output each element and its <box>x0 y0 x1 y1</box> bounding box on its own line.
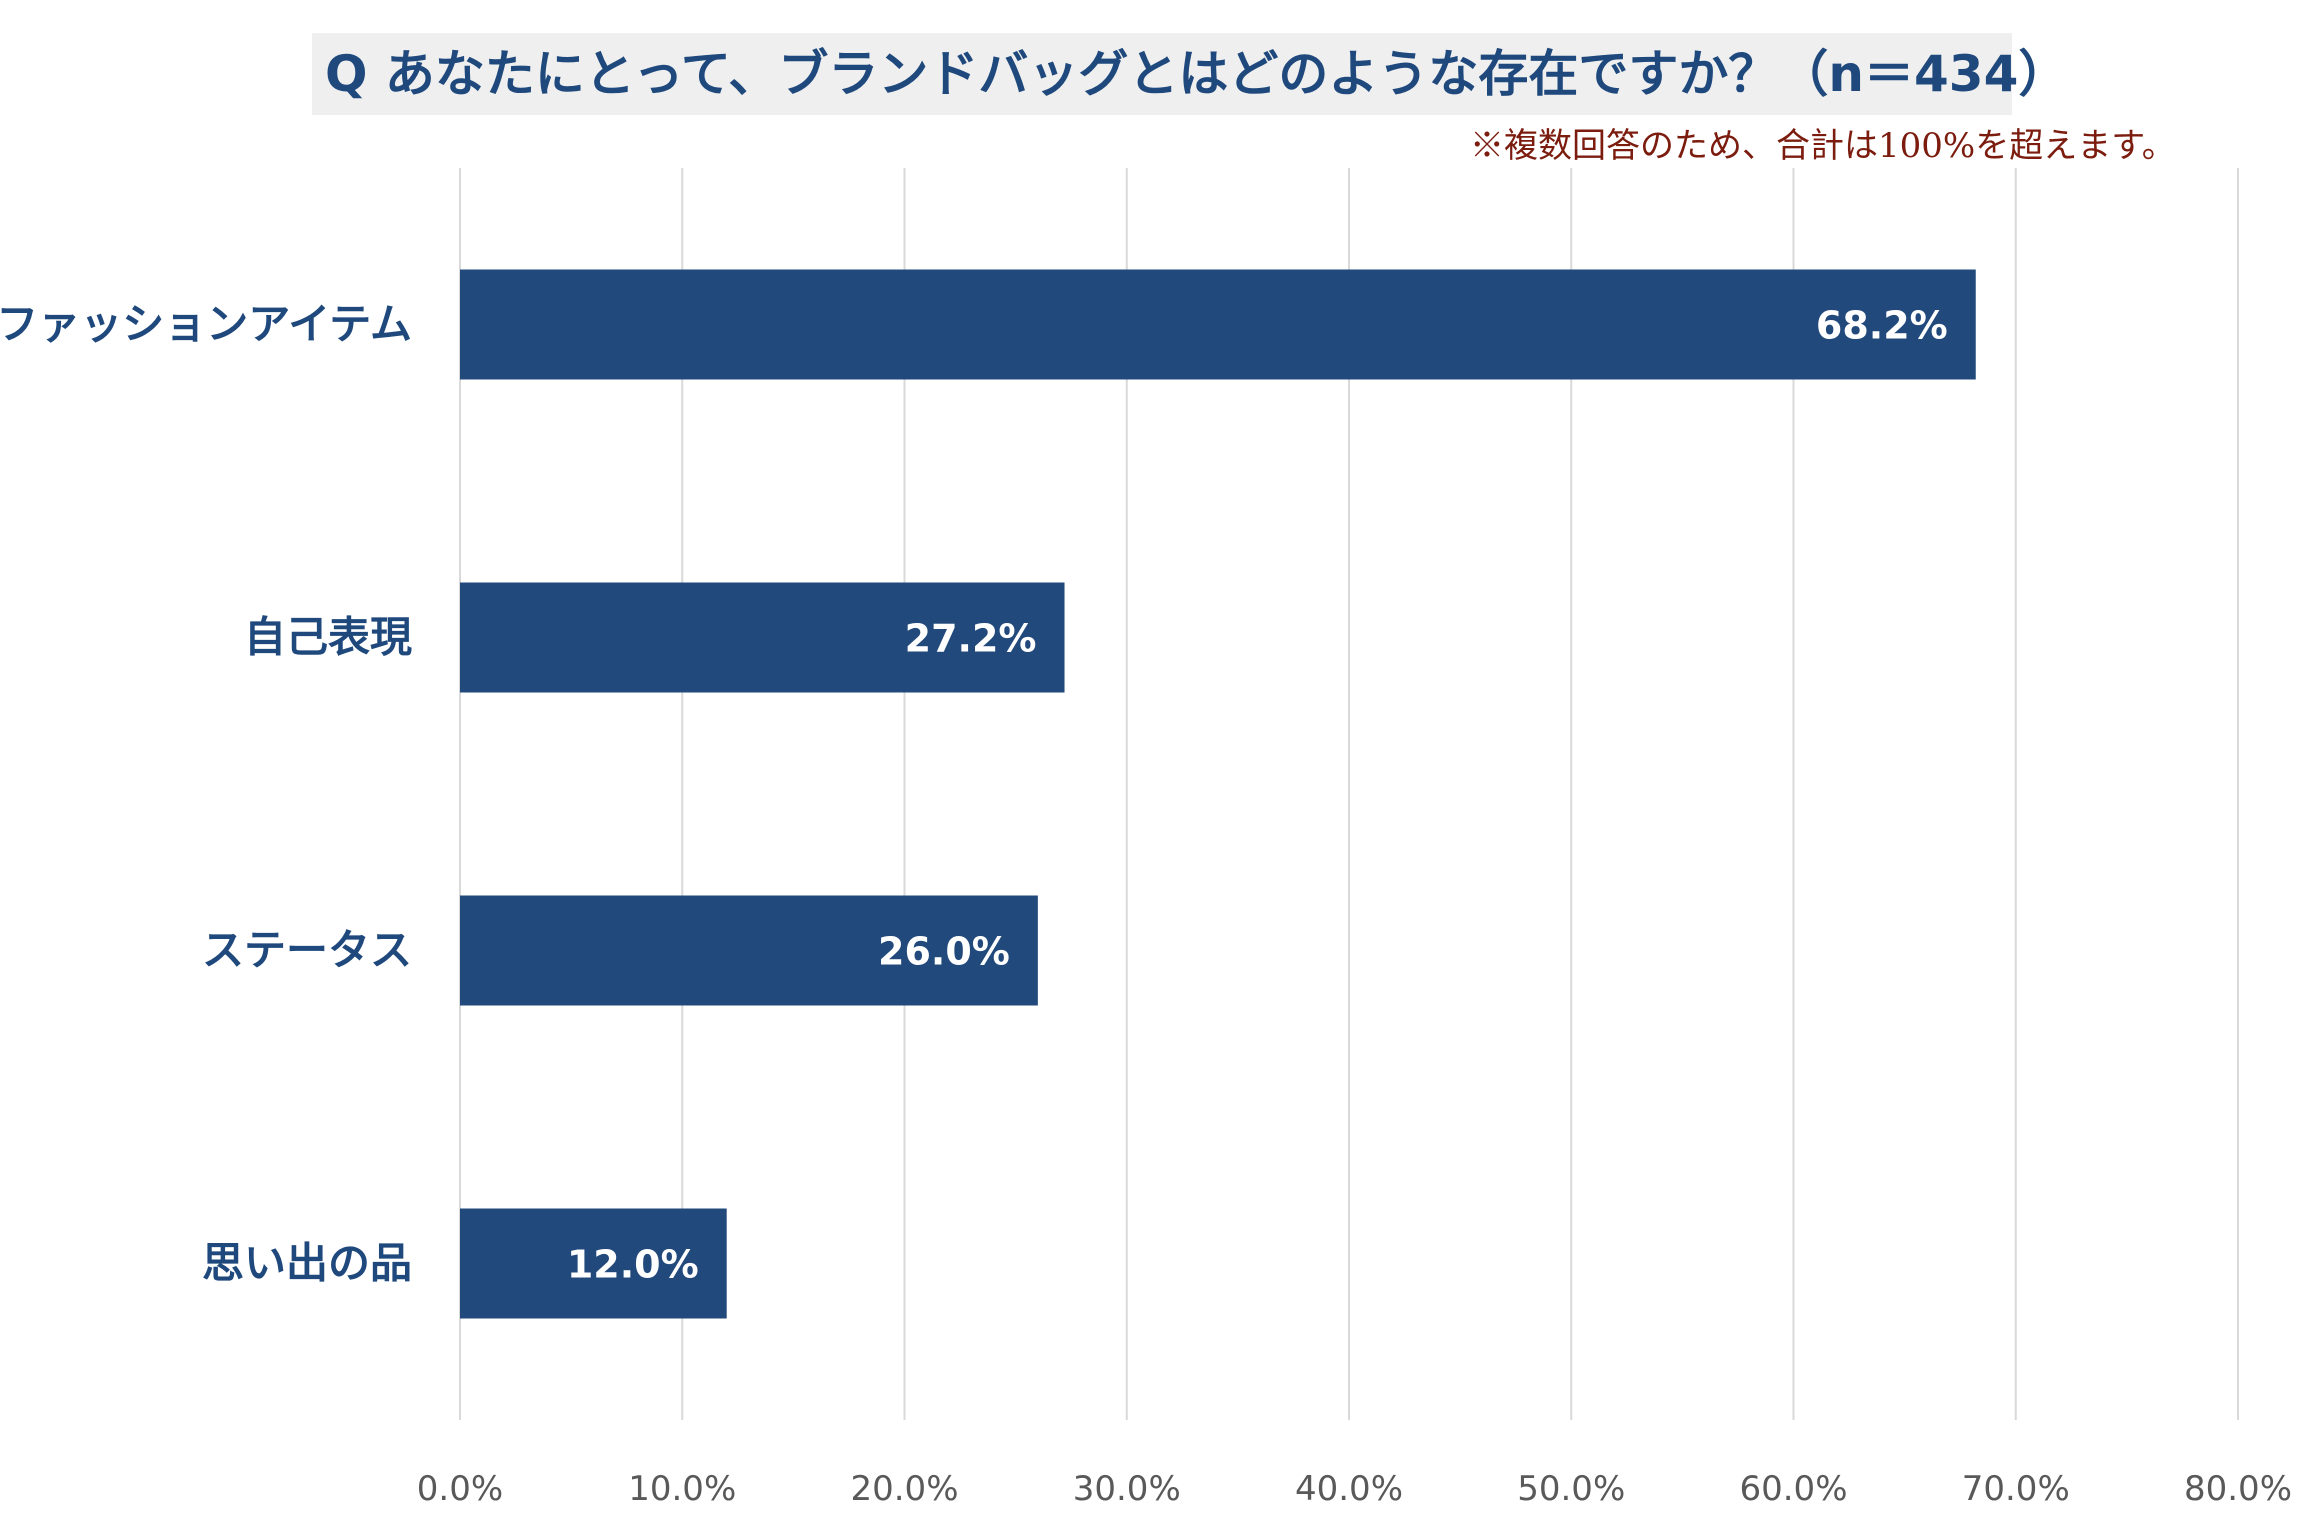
chart-note: ※複数回答のため、合計は100%を超えます。 <box>1470 126 2176 166</box>
data-label: 27.2% <box>905 617 1037 661</box>
chart-title: Q あなたにとって、ブランドバッグとはどのような存在ですか？（n＝434） <box>325 45 2069 103</box>
bar <box>460 269 1976 380</box>
bar <box>460 582 1065 693</box>
x-tick-label: 30.0% <box>1073 1469 1181 1509</box>
x-tick-label: 70.0% <box>1962 1469 2070 1509</box>
x-tick-label: 80.0% <box>2184 1469 2292 1509</box>
x-tick-label: 50.0% <box>1517 1469 1625 1509</box>
x-tick-label: 40.0% <box>1295 1469 1403 1509</box>
bar <box>460 1208 727 1319</box>
category-label: ファッションアイテム <box>0 300 412 349</box>
x-tick-label: 60.0% <box>1739 1469 1847 1509</box>
data-label: 26.0% <box>878 930 1010 974</box>
data-label: 12.0% <box>567 1243 699 1287</box>
bar <box>460 895 1038 1006</box>
x-tick-label: 0.0% <box>417 1469 503 1509</box>
category-label: ステータス <box>202 926 412 975</box>
category-label: 思い出の品 <box>202 1239 412 1288</box>
x-tick-label: 20.0% <box>850 1469 958 1509</box>
chart-title-background <box>312 33 2012 115</box>
category-label: 自己表現 <box>244 613 412 662</box>
x-tick-label: 10.0% <box>628 1469 736 1509</box>
data-label: 68.2% <box>1816 304 1948 348</box>
